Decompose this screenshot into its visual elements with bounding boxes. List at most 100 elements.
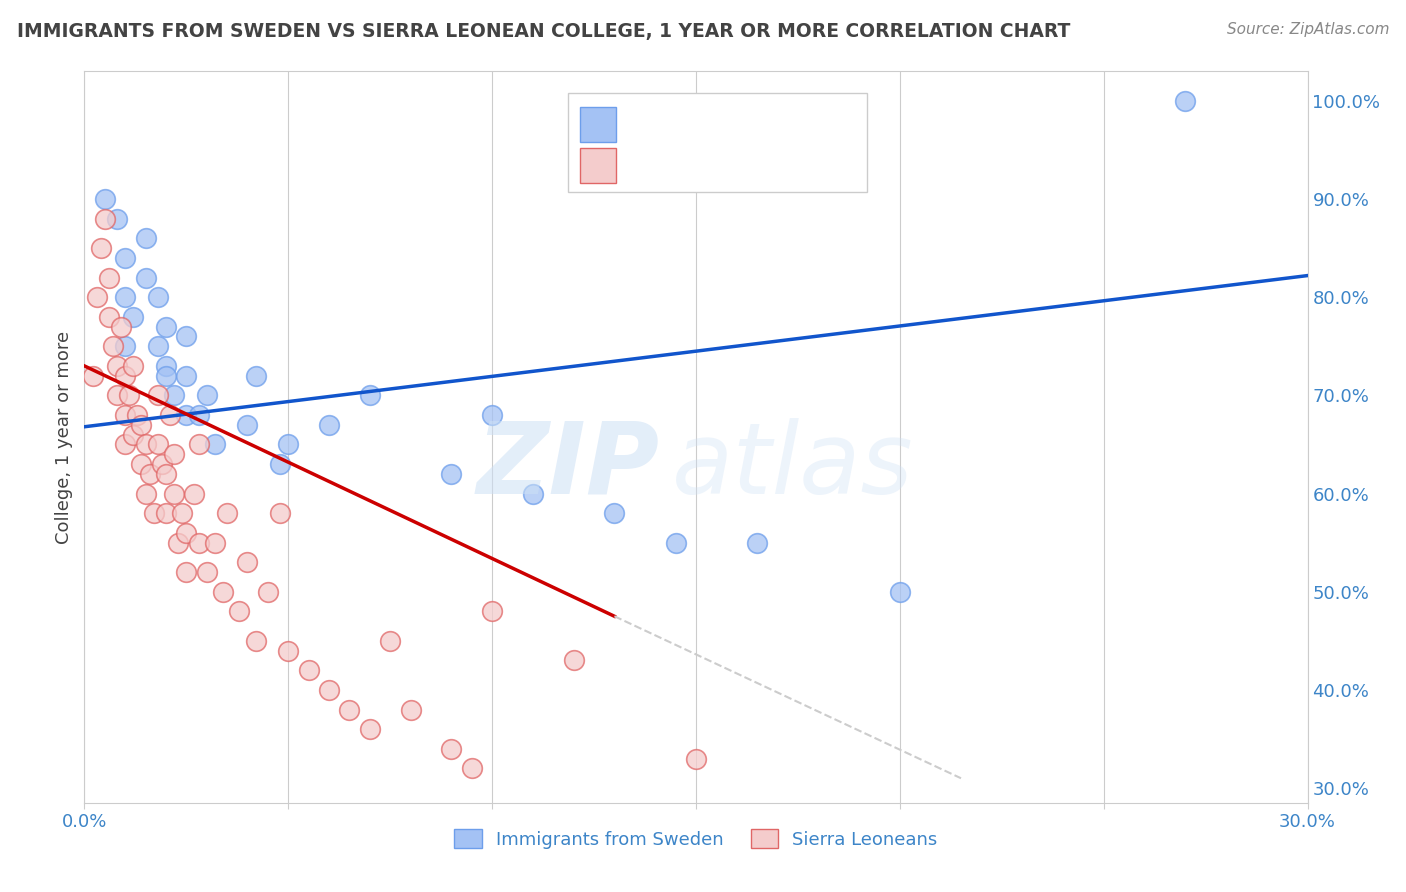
Point bbox=[82, 368, 104, 383]
Point bbox=[163, 486, 186, 500]
Point bbox=[135, 231, 157, 245]
FancyBboxPatch shape bbox=[568, 94, 868, 192]
Point bbox=[114, 437, 136, 451]
Point bbox=[138, 467, 160, 481]
Point bbox=[187, 408, 209, 422]
Point bbox=[522, 486, 544, 500]
Point bbox=[318, 682, 340, 697]
FancyBboxPatch shape bbox=[579, 107, 616, 143]
Point bbox=[187, 535, 209, 549]
Point bbox=[212, 584, 235, 599]
Point bbox=[277, 437, 299, 451]
Point bbox=[135, 437, 157, 451]
Point bbox=[155, 467, 177, 481]
Point bbox=[204, 535, 226, 549]
FancyBboxPatch shape bbox=[579, 148, 616, 183]
Point bbox=[685, 751, 707, 765]
Point bbox=[114, 251, 136, 265]
Point bbox=[183, 486, 205, 500]
Point bbox=[245, 633, 267, 648]
Point bbox=[461, 761, 484, 775]
Point bbox=[114, 339, 136, 353]
Point bbox=[93, 211, 115, 226]
Legend: Immigrants from Sweden, Sierra Leoneans: Immigrants from Sweden, Sierra Leoneans bbox=[447, 822, 945, 856]
Text: R = -0.460   N = 59: R = -0.460 N = 59 bbox=[628, 152, 835, 169]
Point bbox=[277, 643, 299, 657]
Point bbox=[150, 457, 173, 471]
Point bbox=[97, 310, 120, 324]
Point bbox=[155, 319, 177, 334]
Point bbox=[236, 417, 259, 432]
Text: atlas: atlas bbox=[672, 417, 912, 515]
Point bbox=[127, 408, 149, 422]
Point bbox=[174, 408, 197, 422]
Point bbox=[174, 368, 197, 383]
Text: R =  0.139   N = 34: R = 0.139 N = 34 bbox=[628, 112, 835, 129]
Point bbox=[163, 447, 186, 461]
Point bbox=[195, 565, 218, 579]
Point bbox=[155, 368, 177, 383]
Point bbox=[146, 437, 169, 451]
Point bbox=[97, 270, 120, 285]
Point bbox=[131, 417, 153, 432]
Text: ZIP: ZIP bbox=[477, 417, 659, 515]
Point bbox=[172, 506, 194, 520]
Point bbox=[257, 584, 280, 599]
Point bbox=[204, 437, 226, 451]
Point bbox=[122, 310, 145, 324]
Point bbox=[269, 506, 291, 520]
Point bbox=[298, 663, 321, 677]
Point bbox=[665, 535, 688, 549]
Point bbox=[245, 368, 267, 383]
Point bbox=[318, 417, 340, 432]
Point bbox=[135, 486, 157, 500]
Point bbox=[155, 359, 177, 373]
Point bbox=[174, 525, 197, 540]
Text: IMMIGRANTS FROM SWEDEN VS SIERRA LEONEAN COLLEGE, 1 YEAR OR MORE CORRELATION CHA: IMMIGRANTS FROM SWEDEN VS SIERRA LEONEAN… bbox=[17, 22, 1070, 41]
Point bbox=[131, 457, 153, 471]
Point bbox=[562, 653, 585, 667]
Point bbox=[339, 702, 361, 716]
Point bbox=[217, 506, 239, 520]
Point bbox=[380, 633, 402, 648]
Point bbox=[359, 388, 381, 402]
Point bbox=[359, 722, 381, 736]
Point bbox=[122, 427, 145, 442]
Point bbox=[114, 408, 136, 422]
Text: Source: ZipAtlas.com: Source: ZipAtlas.com bbox=[1226, 22, 1389, 37]
Point bbox=[105, 388, 128, 402]
Point bbox=[195, 388, 218, 402]
Point bbox=[159, 408, 181, 422]
Point bbox=[174, 329, 197, 343]
Point bbox=[889, 584, 911, 599]
Point bbox=[174, 565, 197, 579]
Point bbox=[269, 457, 291, 471]
Point bbox=[146, 388, 169, 402]
Point bbox=[114, 368, 136, 383]
Point bbox=[105, 211, 128, 226]
Point bbox=[155, 506, 177, 520]
Point bbox=[93, 192, 115, 206]
Point bbox=[105, 359, 128, 373]
Point bbox=[603, 506, 626, 520]
Point bbox=[481, 604, 503, 618]
Point bbox=[135, 270, 157, 285]
Y-axis label: College, 1 year or more: College, 1 year or more bbox=[55, 331, 73, 543]
Point bbox=[90, 241, 112, 255]
Point bbox=[122, 359, 145, 373]
Point bbox=[399, 702, 422, 716]
Point bbox=[236, 555, 259, 569]
Point bbox=[114, 290, 136, 304]
Point bbox=[118, 388, 141, 402]
Point bbox=[440, 467, 463, 481]
Point bbox=[1174, 94, 1197, 108]
Point bbox=[440, 741, 463, 756]
Point bbox=[163, 388, 186, 402]
Point bbox=[101, 339, 124, 353]
Point bbox=[110, 319, 132, 334]
Point bbox=[747, 535, 769, 549]
Point bbox=[146, 290, 169, 304]
Point bbox=[228, 604, 250, 618]
Point bbox=[481, 408, 503, 422]
Point bbox=[167, 535, 190, 549]
